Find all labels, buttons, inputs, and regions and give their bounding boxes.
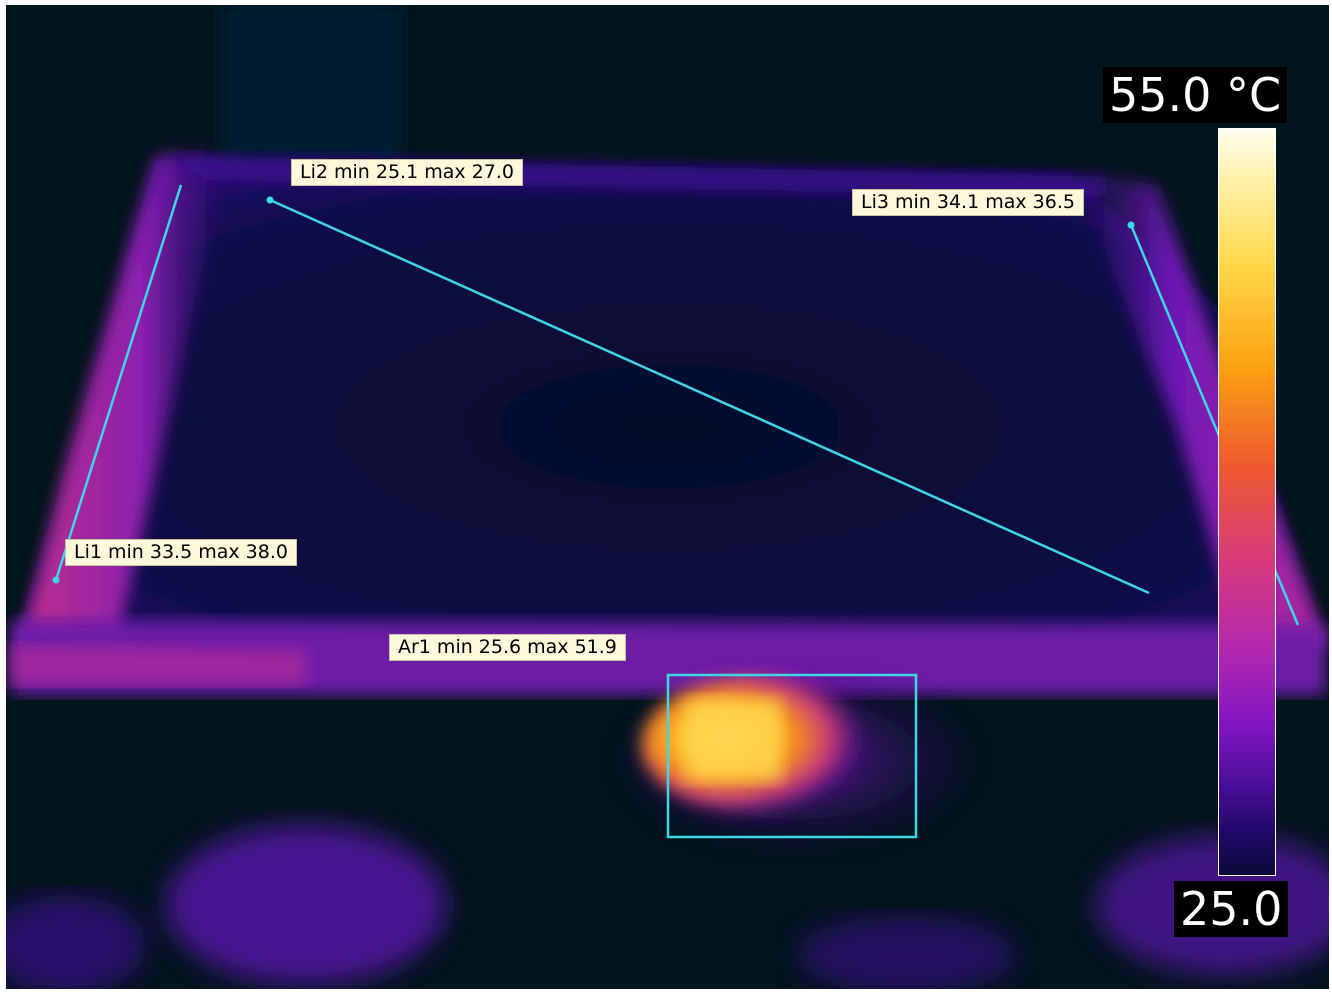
ar1-label: Ar1 min 25.6 max 51.9 — [389, 634, 626, 661]
color-scale-bar — [1218, 128, 1276, 876]
li1-line[interactable] — [54, 184, 183, 581]
li2-line[interactable] — [269, 198, 1150, 595]
ar1-box[interactable] — [666, 673, 918, 839]
li3-label: Li3 min 34.1 max 36.5 — [852, 189, 1084, 216]
li1-endpoint[interactable] — [52, 576, 60, 584]
thermal-scene — [6, 5, 1329, 989]
li2-label: Li2 min 25.1 max 27.0 — [291, 159, 523, 186]
scale-min-label: 25.0 — [1174, 881, 1289, 937]
scale-max-label: 55.0 °C — [1103, 67, 1288, 123]
li3-endpoint[interactable] — [1127, 221, 1135, 229]
thermal-image: Li2 min 25.1 max 27.0 Li3 min 34.1 max 3… — [6, 5, 1329, 989]
li2-endpoint[interactable] — [266, 196, 274, 204]
li1-label: Li1 min 33.5 max 38.0 — [65, 539, 297, 566]
